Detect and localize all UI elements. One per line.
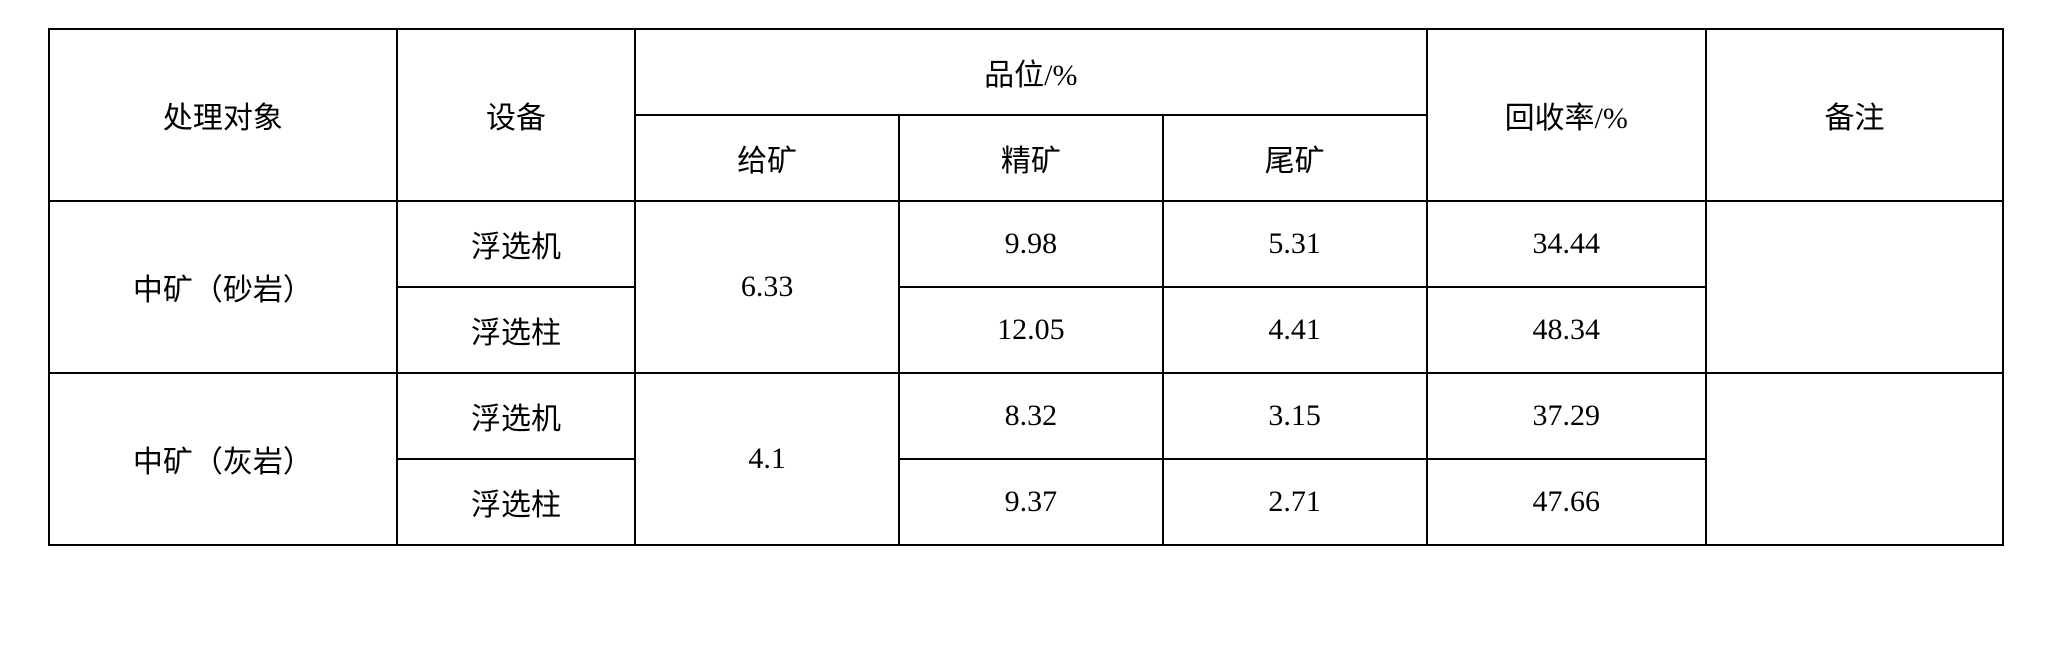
cell-concentrate: 9.37 (899, 459, 1163, 545)
cell-recovery: 37.29 (1427, 373, 1706, 459)
cell-device: 浮选机 (397, 373, 635, 459)
cell-tailings: 3.15 (1163, 373, 1427, 459)
col-header-recovery: 回收率/% (1427, 29, 1706, 201)
grade-recovery-table: 处理对象 设备 品位/% 回收率/% 备注 给矿 精矿 尾矿 中矿（砂岩） 浮选… (48, 28, 2004, 546)
cell-object: 中矿（灰岩） (49, 373, 397, 545)
cell-concentrate: 12.05 (899, 287, 1163, 373)
col-header-device: 设备 (397, 29, 635, 201)
cell-feed: 6.33 (635, 201, 899, 373)
cell-device: 浮选柱 (397, 459, 635, 545)
col-header-tailings: 尾矿 (1163, 115, 1427, 201)
cell-tailings: 2.71 (1163, 459, 1427, 545)
col-header-object: 处理对象 (49, 29, 397, 201)
table-row: 中矿（砂岩） 浮选机 6.33 9.98 5.31 34.44 (49, 201, 2003, 287)
cell-recovery: 48.34 (1427, 287, 1706, 373)
table-container: 处理对象 设备 品位/% 回收率/% 备注 给矿 精矿 尾矿 中矿（砂岩） 浮选… (0, 0, 2052, 574)
col-header-concentrate: 精矿 (899, 115, 1163, 201)
cell-concentrate: 9.98 (899, 201, 1163, 287)
cell-notes (1706, 201, 2003, 373)
cell-device: 浮选机 (397, 201, 635, 287)
cell-object: 中矿（砂岩） (49, 201, 397, 373)
col-header-notes: 备注 (1706, 29, 2003, 201)
col-header-grade-group: 品位/% (635, 29, 1426, 115)
cell-tailings: 4.41 (1163, 287, 1427, 373)
cell-tailings: 5.31 (1163, 201, 1427, 287)
table-row: 中矿（灰岩） 浮选机 4.1 8.32 3.15 37.29 (49, 373, 2003, 459)
cell-device: 浮选柱 (397, 287, 635, 373)
cell-concentrate: 8.32 (899, 373, 1163, 459)
cell-feed: 4.1 (635, 373, 899, 545)
header-row-1: 处理对象 设备 品位/% 回收率/% 备注 (49, 29, 2003, 115)
col-header-feed: 给矿 (635, 115, 899, 201)
cell-notes (1706, 373, 2003, 545)
cell-recovery: 34.44 (1427, 201, 1706, 287)
cell-recovery: 47.66 (1427, 459, 1706, 545)
